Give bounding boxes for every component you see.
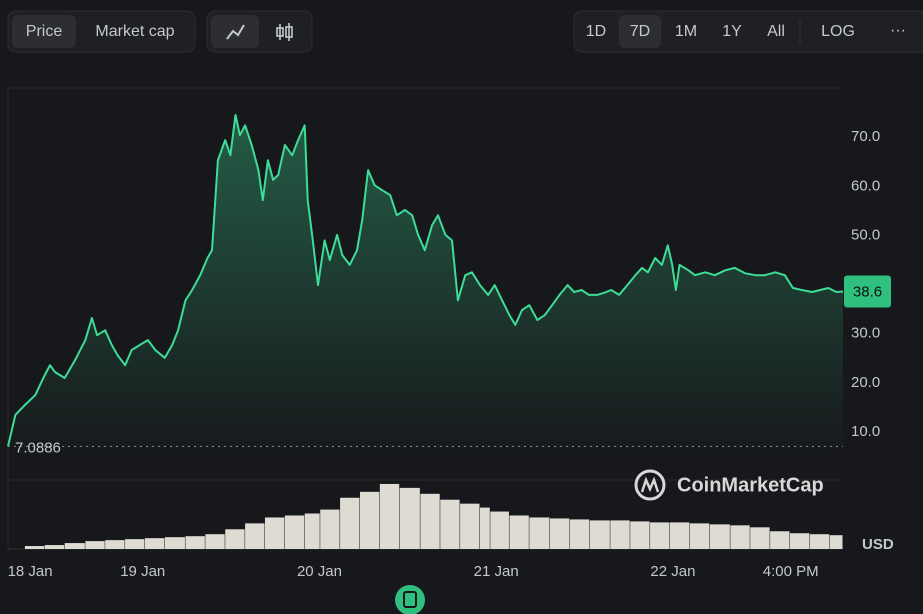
line-icon[interactable] [226,24,245,40]
volume-bar [399,487,420,549]
volume-bar [479,507,490,549]
more-button[interactable]: ··· [890,22,906,39]
y-tick-label: 70.0 [851,128,880,145]
range-button[interactable]: 1D [586,23,606,40]
range-button[interactable]: 1Y [722,23,742,40]
volume-bar [650,522,670,549]
volume-bar [549,518,570,549]
notes-icon [403,591,417,608]
log-button[interactable]: LOG [821,23,855,40]
volume-bar [340,497,360,549]
volume-bar [730,525,750,549]
volume-bar [420,493,440,549]
volume-bar [529,517,550,549]
volume-bar [245,523,265,549]
candle-icon[interactable] [276,23,293,41]
volume-bar [669,522,690,549]
y-tick-label: 30.0 [851,325,880,342]
range-button[interactable]: All [767,23,785,40]
volume-bar [770,531,790,549]
volume-bar [125,539,145,549]
watermark: CoinMarketCap [677,474,824,496]
last-price-badge [844,275,891,308]
volume-bar [185,536,205,549]
y-tick-label: 60.0 [851,177,880,194]
x-tick-label: 20 Jan [297,563,342,580]
volume-bar [569,519,590,549]
volume-bar [630,521,650,549]
volume-bar [829,535,843,549]
volume-bar [359,491,380,549]
volume-bar [809,534,830,549]
volume-bar [460,503,480,549]
volume-bar [689,523,710,549]
range-button[interactable]: 1M [675,23,697,40]
volume-bar [144,538,165,549]
volume-bar [164,537,185,549]
y-tick-label: 50.0 [851,226,880,243]
volume-bar [320,509,340,549]
volume-bar [225,529,245,549]
volume-bar [205,534,225,549]
price-line [7,114,844,447]
range-group [573,10,923,53]
notes-button[interactable] [395,585,425,614]
volume-bar [490,511,509,549]
volume-bar [789,533,810,549]
volume-bar [44,545,65,549]
volume-bar [24,546,45,549]
active-button [12,15,76,48]
volume-bar [85,541,105,549]
min-label: 7.0886 [15,439,61,456]
volume-axis-label: USD [862,536,894,553]
volume-bar [610,520,630,549]
watermark-logo [634,469,666,501]
x-tick-label: 21 Jan [474,563,519,580]
volume-bar [284,515,305,549]
volume-bar [509,515,529,549]
volume-bar [264,517,285,549]
volume-bar [589,520,610,549]
x-tick-label: 19 Jan [120,563,165,580]
volume-bar [750,527,770,549]
market-cap-button[interactable]: Market cap [95,23,174,40]
y-tick-label: 20.0 [851,374,880,391]
volume-bar [379,483,400,549]
price-button[interactable]: Price [26,23,63,40]
area-fill [8,115,843,457]
last-price-label: 38.6 [853,283,882,300]
volume-bar [304,513,320,549]
y-tick-label: 10.0 [851,423,880,440]
volume-bar [709,524,730,549]
range-button[interactable]: 7D [630,23,650,40]
active-button [619,15,661,48]
x-tick-label: 22 Jan [650,563,695,580]
x-tick-label: 18 Jan [8,563,53,580]
x-tick-label: 4:00 PM [763,563,819,580]
volume-bar [440,499,460,549]
volume-bar [105,540,125,549]
volume-bar [64,543,85,549]
